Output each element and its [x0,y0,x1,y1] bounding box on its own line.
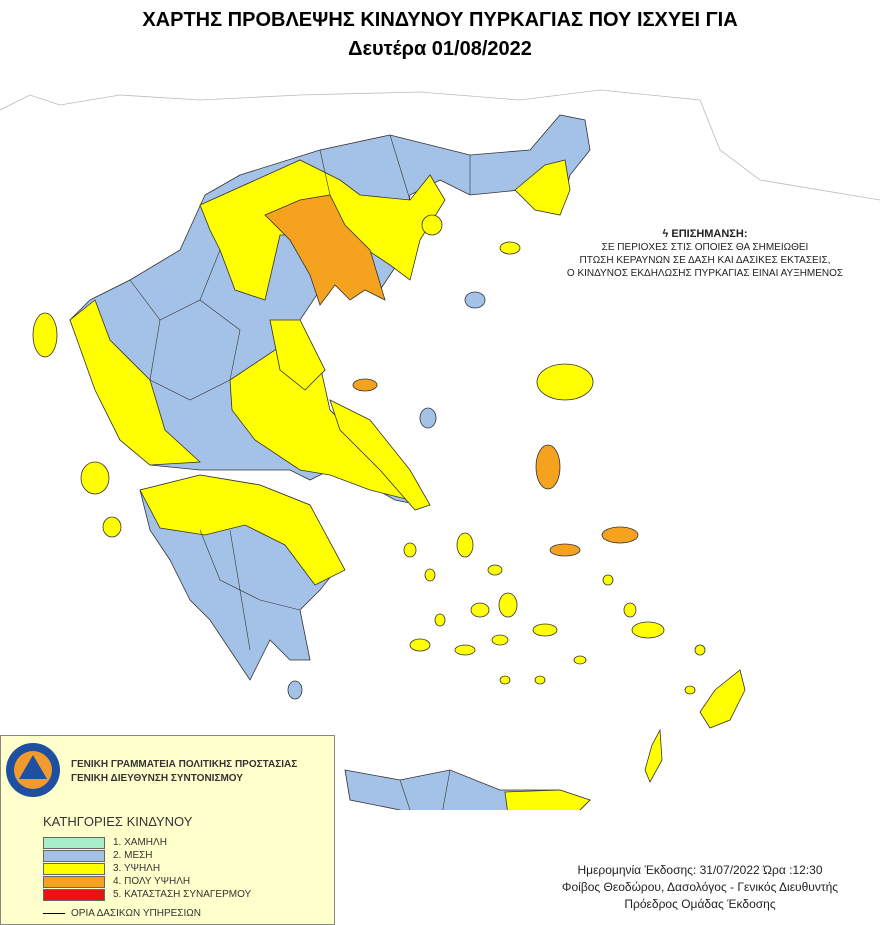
legend-item-medium: 2. ΜΕΣΗ [43,849,251,862]
legend-label: 5. ΚΑΤΑΣΤΑΣΗ ΣΥΝΑΓΕΡΜΟΥ [113,889,252,900]
region-thrace-high [514,159,571,216]
swatch [43,849,105,862]
title-line-1: ΧΑΡΤΗΣ ΠΡΟΒΛΕΨΗΣ ΚΙΝΔΥΝΟΥ ΠΥΡΚΑΓΙΑΣ ΠΟΥ … [142,9,738,31]
island-zakynthos [102,516,122,538]
issue-role: Πρόεδρος Ομάδας Έκδοσης [624,897,776,911]
legend-label: 3. ΥΨΗΛΗ [113,863,161,874]
island-kefalonia [80,461,110,495]
org-line: ΓΕΝΙΚΗ ΔΙΕΥΘΥΝΣΗ ΣΥΝΤΟΝΙΣΜΟΥ [71,773,243,784]
map-title: ΧΑΡΤΗΣ ΠΡΟΒΛΕΨΗΣ ΚΙΝΔΥΝΟΥ ΠΥΡΚΑΓΙΑΣ ΠΟΥ … [0,6,880,64]
legend-item-very-high: 4. ΠΟΛΥ ΥΨΗΛΗ [43,875,251,888]
island-sporades [352,378,378,392]
border-label: ΟΡΙΑ ΔΑΣΙΚΩΝ ΥΠΗΡΕΣΙΩΝ [71,908,201,919]
swatch [43,875,105,888]
region-thessaly-high [269,319,326,391]
cyclades-islands [403,532,706,695]
island-evia-high [329,399,431,511]
island-samos [601,526,639,544]
issue-info: Ημερομηνία Έκδοσης: 31/07/2022 Ώρα :12:3… [520,862,880,913]
island-lesvos [536,363,594,401]
warning-line: ΣΕ ΠΕΡΙΟΧΕΣ ΣΤΙΣ ΟΠΟΙΕΣ ΘΑ ΣΗΜΕΙΩΘΕΙ [601,242,809,253]
swatch [43,862,105,875]
lightning-warning: ϟ ΕΠΙΣΗΜΑΝΣΗ: ΣΕ ΠΕΡΙΟΧΕΣ ΣΤΙΣ ΟΠΟΙΕΣ ΘΑ… [530,228,880,280]
island-ikaria [549,543,581,557]
legend-label: 4. ΠΟΛΥ ΥΨΗΛΗ [113,876,191,887]
civil-protection-logo [6,743,60,797]
legend-item-high: 3. ΥΨΗΛΗ [43,862,251,875]
title-date: Δευτέρα 01/08/2022 [348,38,532,60]
org-line: ΓΕΝΙΚΗ ΓΡΑΜΜΑΤΕΙΑ ΠΟΛΙΤΙΚΗΣ ΠΡΟΣΤΑΣΙΑΣ [71,759,298,770]
swatch [43,836,105,849]
warning-line: Ο ΚΙΝΔΥΝΟΣ ΕΚΔΗΛΩΣΗΣ ΠΥΡΚΑΓΙΑΣ ΕΙΝΑΙ ΑΥΞ… [566,268,844,279]
legend-item-low: 1. ΧΑΜΗΛΗ [43,836,251,849]
region-peloponnese-north-high [139,474,346,586]
issue-signer: Φοίβος Θεοδώρου, Δασολόγος - Γενικός Διε… [561,880,839,894]
legend-item-alert: 5. ΚΑΤΑΣΤΑΣΗ ΣΥΝΑΓΕΡΜΟΥ [43,888,251,901]
island-karpathos [644,728,663,783]
fire-risk-map [0,89,880,810]
legend-label: 2. ΜΕΣΗ [113,850,153,861]
warning-title: ΕΠΙΣΗΜΑΝΣΗ: [671,228,748,240]
neighbour-border [0,89,880,201]
island-rhodes [699,669,746,729]
warning-line: ΠΤΩΣΗ ΚΕΡΑΥΝΩΝ ΣΕ ΔΑΣΗ ΚΑΙ ΔΑΣΙΚΕΣ ΕΚΤΑΣ… [579,255,831,266]
island-skyros [419,407,437,429]
island-limnos [464,291,486,309]
island-thasos [421,214,443,236]
swatch [43,888,105,901]
region-west-high [69,299,201,466]
legend-border-line: ΟΡΙΑ ΔΑΣΙΚΩΝ ΥΠΗΡΕΣΙΩΝ [43,908,201,919]
lightning-icon: ϟ [662,228,672,240]
island-kerkyra [32,312,58,358]
island-crete-east-high [504,789,591,810]
island-chios [535,444,561,490]
legend-box: ΓΕΝΙΚΗ ΓΡΑΜΜΑΤΕΙΑ ΠΟΛΙΤΙΚΗΣ ΠΡΟΣΤΑΣΙΑΣ Γ… [0,735,335,925]
issue-date: Ημερομηνία Έκδοσης: 31/07/2022 Ώρα :12:3… [577,863,823,877]
legend-items: 1. ΧΑΜΗΛΗ 2. ΜΕΣΗ 3. ΥΨΗΛΗ 4. ΠΟΛΥ ΥΨΗΛΗ… [43,836,251,901]
island-samothraki [499,241,521,255]
categories-title: ΚΑΤΗΓΟΡΙΕΣ ΚΙΝΔΥΝΟΥ [43,814,193,829]
legend-label: 1. ΧΑΜΗΛΗ [113,837,167,848]
forest-service-borders [129,134,471,810]
island-kythira [287,680,303,700]
